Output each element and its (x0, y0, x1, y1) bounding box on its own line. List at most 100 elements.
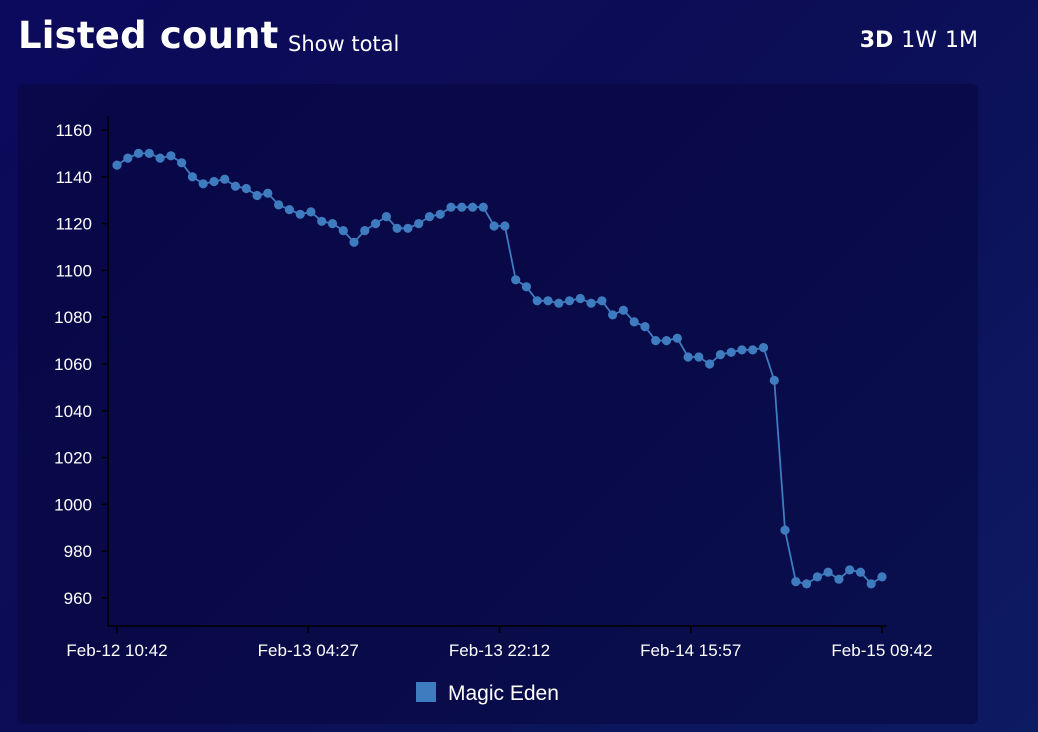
data-point[interactable] (554, 298, 564, 308)
data-point[interactable] (500, 221, 510, 231)
data-point[interactable] (758, 343, 769, 353)
data-point[interactable] (489, 221, 499, 231)
data-point[interactable] (855, 567, 866, 577)
chart-title: Listed count (18, 14, 279, 57)
data-point[interactable] (317, 216, 327, 226)
data-point[interactable] (651, 336, 661, 346)
data-point[interactable] (123, 153, 133, 163)
data-point[interactable] (392, 223, 402, 233)
data-point[interactable] (360, 226, 370, 236)
data-point[interactable] (478, 202, 488, 212)
data-point[interactable] (543, 296, 553, 306)
y-tick-label: 1160 (55, 121, 92, 140)
data-point[interactable] (112, 160, 122, 170)
data-point[interactable] (414, 219, 424, 229)
series-line (116, 152, 883, 586)
data-point[interactable] (521, 282, 532, 292)
data-point[interactable] (823, 567, 833, 577)
y-tick-label: 1100 (55, 261, 92, 280)
data-point[interactable] (640, 322, 650, 332)
data-point[interactable] (381, 212, 391, 222)
data-point[interactable] (284, 205, 294, 215)
data-point[interactable] (715, 350, 726, 360)
data-point[interactable] (155, 153, 165, 163)
data-point[interactable] (737, 345, 747, 355)
x-tick-label: Feb-12 10:42 (66, 641, 167, 660)
data-point[interactable] (661, 336, 672, 346)
data-point[interactable] (457, 202, 467, 212)
legend-label-magic-eden: Magic Eden (448, 682, 559, 705)
data-point[interactable] (424, 212, 435, 222)
data-point[interactable] (511, 275, 521, 285)
data-point[interactable] (629, 317, 639, 327)
y-tick-label: 980 (64, 542, 92, 561)
data-point[interactable] (726, 347, 736, 357)
data-point[interactable] (468, 202, 478, 212)
data-point[interactable] (295, 209, 305, 219)
series-magic-eden (112, 148, 887, 589)
data-point[interactable] (608, 310, 618, 320)
x-tick-label: Feb-13 22:12 (449, 641, 550, 660)
data-point[interactable] (349, 237, 359, 247)
data-point[interactable] (371, 219, 381, 229)
data-point[interactable] (802, 579, 812, 589)
legend-swatch-magic-eden (416, 682, 436, 702)
data-point[interactable] (403, 223, 413, 233)
data-point[interactable] (306, 207, 316, 217)
range-1w-button[interactable]: 1W (901, 28, 938, 53)
data-point[interactable] (274, 200, 284, 210)
data-point[interactable] (230, 181, 241, 191)
data-point[interactable] (133, 148, 144, 158)
data-point[interactable] (769, 375, 779, 385)
data-point[interactable] (780, 525, 790, 535)
chart-legend[interactable]: Magic Eden (416, 682, 559, 705)
x-tick-label: Feb-13 04:27 (258, 641, 359, 660)
data-point[interactable] (220, 174, 230, 184)
data-point[interactable] (446, 202, 456, 212)
y-tick-label: 960 (64, 589, 92, 608)
data-point[interactable] (435, 209, 445, 219)
data-point[interactable] (187, 172, 197, 182)
data-point[interactable] (241, 183, 251, 194)
y-tick-label: 1080 (54, 308, 92, 327)
data-point[interactable] (327, 219, 338, 229)
data-point[interactable] (618, 305, 629, 315)
data-point[interactable] (209, 176, 219, 187)
data-point[interactable] (866, 579, 876, 589)
data-point[interactable] (748, 345, 758, 355)
data-point[interactable] (705, 359, 715, 369)
data-point[interactable] (144, 148, 154, 158)
chart-header: Listed count Show total 3D 1W 1M (0, 0, 1038, 80)
data-point[interactable] (575, 293, 585, 304)
data-point[interactable] (812, 572, 823, 582)
data-point[interactable] (564, 296, 575, 306)
chart-axes (107, 116, 887, 627)
data-point[interactable] (845, 565, 855, 575)
data-point[interactable] (834, 574, 844, 584)
data-point[interactable] (597, 296, 607, 306)
data-point[interactable] (338, 226, 348, 236)
data-point[interactable] (877, 572, 887, 582)
chart-panel (18, 84, 978, 724)
y-tick-label: 1000 (54, 495, 92, 514)
data-point[interactable] (198, 179, 208, 189)
y-tick-label: 1140 (55, 168, 92, 187)
data-point[interactable] (586, 298, 596, 308)
range-1m-button[interactable]: 1M (945, 28, 978, 53)
y-axis-ticks: 960 980 1000 1020 1040 1060 1080 1100 1120 1140 11… (54, 121, 108, 608)
y-tick-label: 1060 (54, 355, 92, 374)
data-point[interactable] (672, 333, 682, 343)
data-point[interactable] (694, 352, 704, 362)
data-point[interactable] (683, 352, 693, 362)
data-point[interactable] (532, 296, 542, 306)
show-total-button[interactable]: Show total (288, 32, 400, 56)
data-point[interactable] (166, 151, 176, 161)
data-point[interactable] (252, 190, 262, 201)
range-3d-button[interactable]: 3D (859, 28, 894, 53)
x-tick-label: Feb-15 09:42 (831, 641, 932, 660)
data-point[interactable] (177, 158, 187, 168)
y-tick-label: 1040 (54, 402, 92, 421)
data-point[interactable] (263, 188, 273, 198)
data-point[interactable] (791, 577, 801, 587)
